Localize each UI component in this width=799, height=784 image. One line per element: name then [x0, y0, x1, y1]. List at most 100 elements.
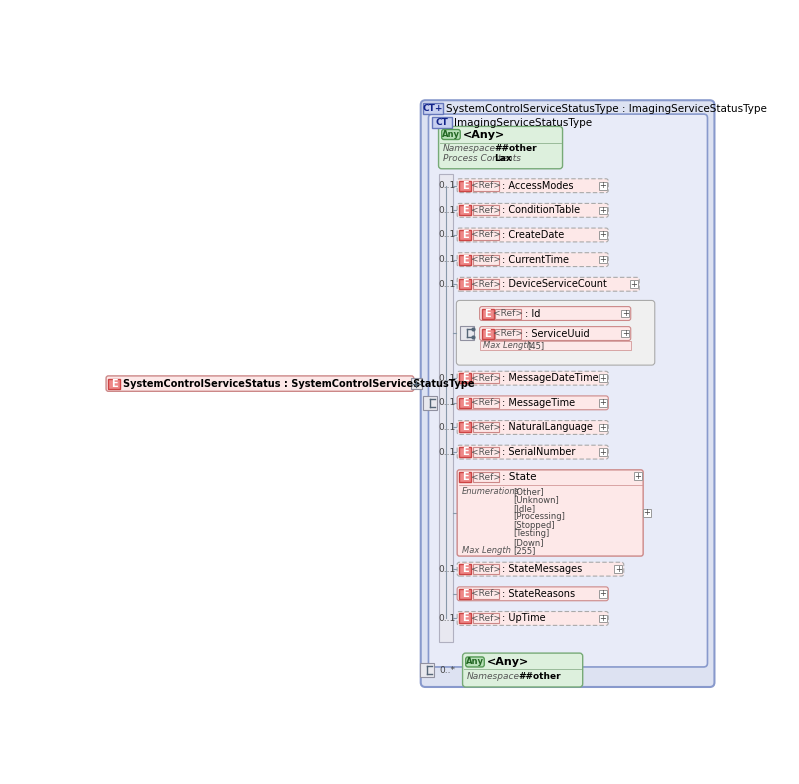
- Bar: [599, 615, 606, 622]
- Bar: [473, 423, 499, 433]
- FancyBboxPatch shape: [457, 203, 608, 217]
- Text: +: +: [615, 564, 622, 574]
- Text: +: +: [622, 329, 629, 338]
- Bar: [473, 472, 499, 482]
- Text: Max Length: Max Length: [462, 546, 511, 555]
- Bar: [630, 281, 638, 289]
- Text: : State: : State: [502, 472, 537, 482]
- Text: +: +: [599, 614, 606, 623]
- Text: <Ref>: <Ref>: [471, 590, 501, 598]
- Text: <Ref>: <Ref>: [471, 230, 501, 239]
- Text: +: +: [599, 181, 606, 191]
- Text: <Ref>: <Ref>: [471, 255, 501, 264]
- Text: E: E: [484, 328, 491, 339]
- FancyBboxPatch shape: [466, 657, 484, 667]
- Text: +: +: [599, 590, 606, 598]
- Bar: [473, 180, 499, 191]
- Bar: [459, 589, 471, 599]
- Bar: [599, 423, 606, 431]
- Bar: [439, 174, 452, 642]
- Text: [45]: [45]: [527, 341, 545, 350]
- FancyBboxPatch shape: [479, 307, 630, 321]
- FancyBboxPatch shape: [457, 179, 608, 193]
- Text: : CurrentTime: : CurrentTime: [502, 255, 569, 265]
- Text: : StateReasons: : StateReasons: [502, 589, 575, 599]
- Text: E: E: [462, 397, 468, 408]
- Bar: [473, 255, 499, 265]
- Text: <Any>: <Any>: [487, 657, 530, 667]
- Text: <Any>: <Any>: [463, 129, 506, 140]
- Bar: [599, 231, 606, 239]
- Text: E: E: [462, 447, 468, 457]
- FancyBboxPatch shape: [479, 327, 630, 340]
- Bar: [423, 103, 443, 114]
- Text: : AccessModes: : AccessModes: [502, 180, 574, 191]
- Text: +: +: [599, 230, 606, 239]
- Text: <Ref>: <Ref>: [471, 614, 501, 623]
- FancyBboxPatch shape: [457, 470, 643, 556]
- Bar: [460, 326, 474, 339]
- Text: [Down]: [Down]: [513, 538, 543, 546]
- Text: E: E: [462, 205, 468, 216]
- Text: 0..1: 0..1: [439, 206, 455, 215]
- Bar: [599, 590, 606, 597]
- Text: CT+: CT+: [423, 104, 443, 113]
- Text: Max Length: Max Length: [483, 341, 531, 350]
- Bar: [495, 328, 522, 339]
- Bar: [431, 117, 451, 128]
- Text: E: E: [462, 589, 468, 599]
- Bar: [423, 396, 437, 410]
- Text: <Ref>: <Ref>: [471, 564, 501, 574]
- Text: [Stopped]: [Stopped]: [513, 521, 555, 530]
- Text: : Id: : Id: [525, 309, 540, 318]
- FancyBboxPatch shape: [457, 278, 639, 291]
- Text: 0..1: 0..1: [439, 255, 455, 264]
- Bar: [473, 564, 499, 574]
- Bar: [599, 206, 606, 214]
- FancyBboxPatch shape: [439, 126, 562, 169]
- Text: [Processing]: [Processing]: [513, 512, 565, 521]
- Text: <Ref>: <Ref>: [493, 309, 523, 318]
- Bar: [473, 279, 499, 289]
- Bar: [599, 256, 606, 263]
- Bar: [459, 230, 471, 240]
- Text: Lax: Lax: [495, 154, 512, 163]
- Bar: [459, 279, 471, 289]
- Text: +: +: [622, 309, 629, 318]
- Text: SystemControlServiceStatus : SystemControlServiceStatusType: SystemControlServiceStatus : SystemContr…: [123, 379, 475, 389]
- Bar: [459, 205, 471, 216]
- Text: CT: CT: [435, 118, 448, 127]
- FancyBboxPatch shape: [457, 372, 608, 385]
- FancyBboxPatch shape: [457, 587, 608, 601]
- Bar: [473, 230, 499, 240]
- Text: E: E: [462, 373, 468, 383]
- Bar: [459, 180, 471, 191]
- Text: <Ref>: <Ref>: [471, 473, 501, 481]
- FancyBboxPatch shape: [457, 396, 608, 410]
- Text: [Other]: [Other]: [513, 487, 543, 496]
- Bar: [459, 423, 471, 433]
- Text: Any: Any: [466, 658, 484, 666]
- Bar: [411, 378, 422, 389]
- Bar: [479, 341, 630, 350]
- Bar: [473, 397, 499, 408]
- Text: [Testing]: [Testing]: [513, 529, 549, 539]
- Text: E: E: [462, 423, 468, 433]
- Text: Namespace: Namespace: [467, 673, 520, 681]
- FancyBboxPatch shape: [428, 114, 707, 667]
- Text: : DeviceServiceCount: : DeviceServiceCount: [502, 279, 607, 289]
- Text: : NaturalLanguage: : NaturalLanguage: [502, 423, 593, 433]
- Text: E: E: [462, 180, 468, 191]
- Bar: [473, 373, 499, 383]
- FancyBboxPatch shape: [457, 445, 608, 459]
- Text: ##other: ##other: [519, 673, 561, 681]
- FancyBboxPatch shape: [456, 300, 654, 365]
- FancyBboxPatch shape: [457, 252, 608, 267]
- Text: 0..1: 0..1: [439, 448, 455, 456]
- Bar: [599, 375, 606, 382]
- Text: [255]: [255]: [513, 546, 535, 555]
- Bar: [473, 589, 499, 599]
- Bar: [473, 447, 499, 457]
- Text: Any: Any: [442, 130, 460, 139]
- FancyBboxPatch shape: [463, 653, 582, 687]
